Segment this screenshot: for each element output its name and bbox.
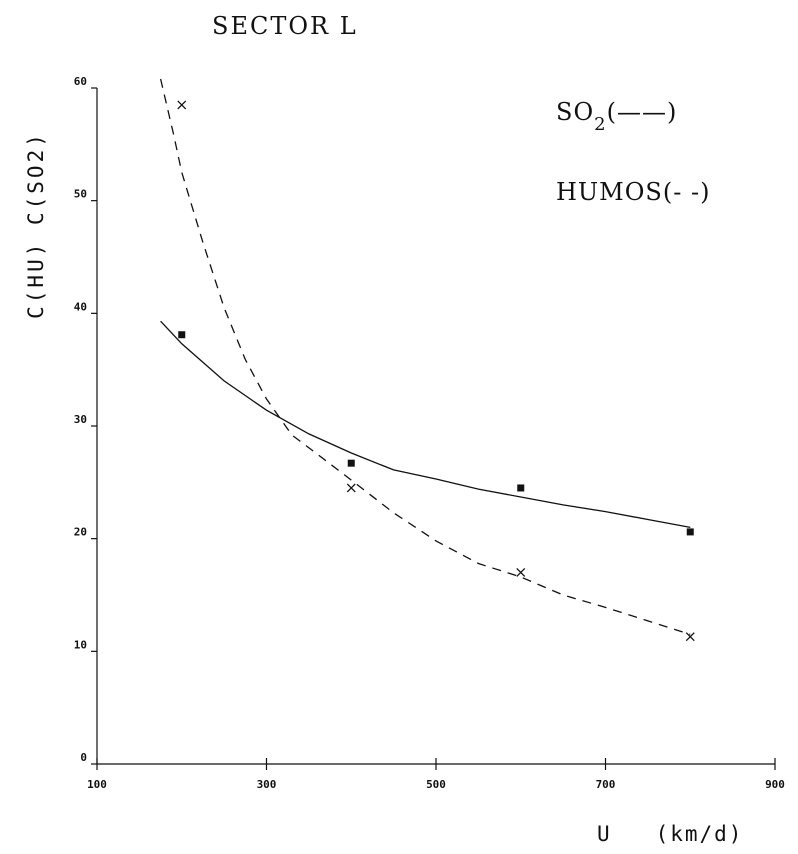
data-point-so2: [686, 528, 694, 536]
legend-so2-base: SO: [556, 98, 595, 126]
y-tick-label: 20: [74, 526, 87, 539]
y-tick-label: 10: [74, 638, 87, 651]
series-line-humos: [159, 78, 691, 636]
data-point-humos: [177, 100, 187, 110]
data-point-so2: [178, 331, 186, 339]
y-tick-label: 30: [74, 413, 87, 426]
legend-so2-subscript: 2: [594, 114, 607, 135]
x-tick-label: 100: [87, 778, 107, 791]
x-tick-label: 500: [426, 778, 446, 791]
data-point-humos: [685, 632, 695, 642]
series-line-so2: [160, 320, 691, 529]
legend-item-humos: HUMOS(- -): [556, 178, 710, 206]
chart-title: SECTOR L: [212, 12, 358, 40]
legend-humos-marker: (- -): [662, 178, 711, 206]
legend-item-so2: SO2(——): [556, 98, 678, 135]
x-tick-label: 300: [257, 778, 277, 791]
x-axis-label: U (km/d): [597, 822, 744, 846]
y-tick-label: 40: [74, 300, 87, 313]
data-point-humos: [346, 483, 356, 493]
data-point-so2: [517, 484, 525, 492]
y-tick-label: 0: [80, 751, 87, 764]
y-tick-label: 60: [74, 75, 87, 88]
x-tick-label: 900: [765, 778, 785, 791]
legend-humos-base: HUMOS: [556, 178, 663, 206]
data-point-humos: [516, 568, 526, 577]
y-tick-label: 50: [74, 188, 87, 201]
data-point-so2: [347, 459, 355, 467]
legend-so2-marker: (——): [606, 98, 678, 126]
x-tick-label: 700: [596, 778, 616, 791]
